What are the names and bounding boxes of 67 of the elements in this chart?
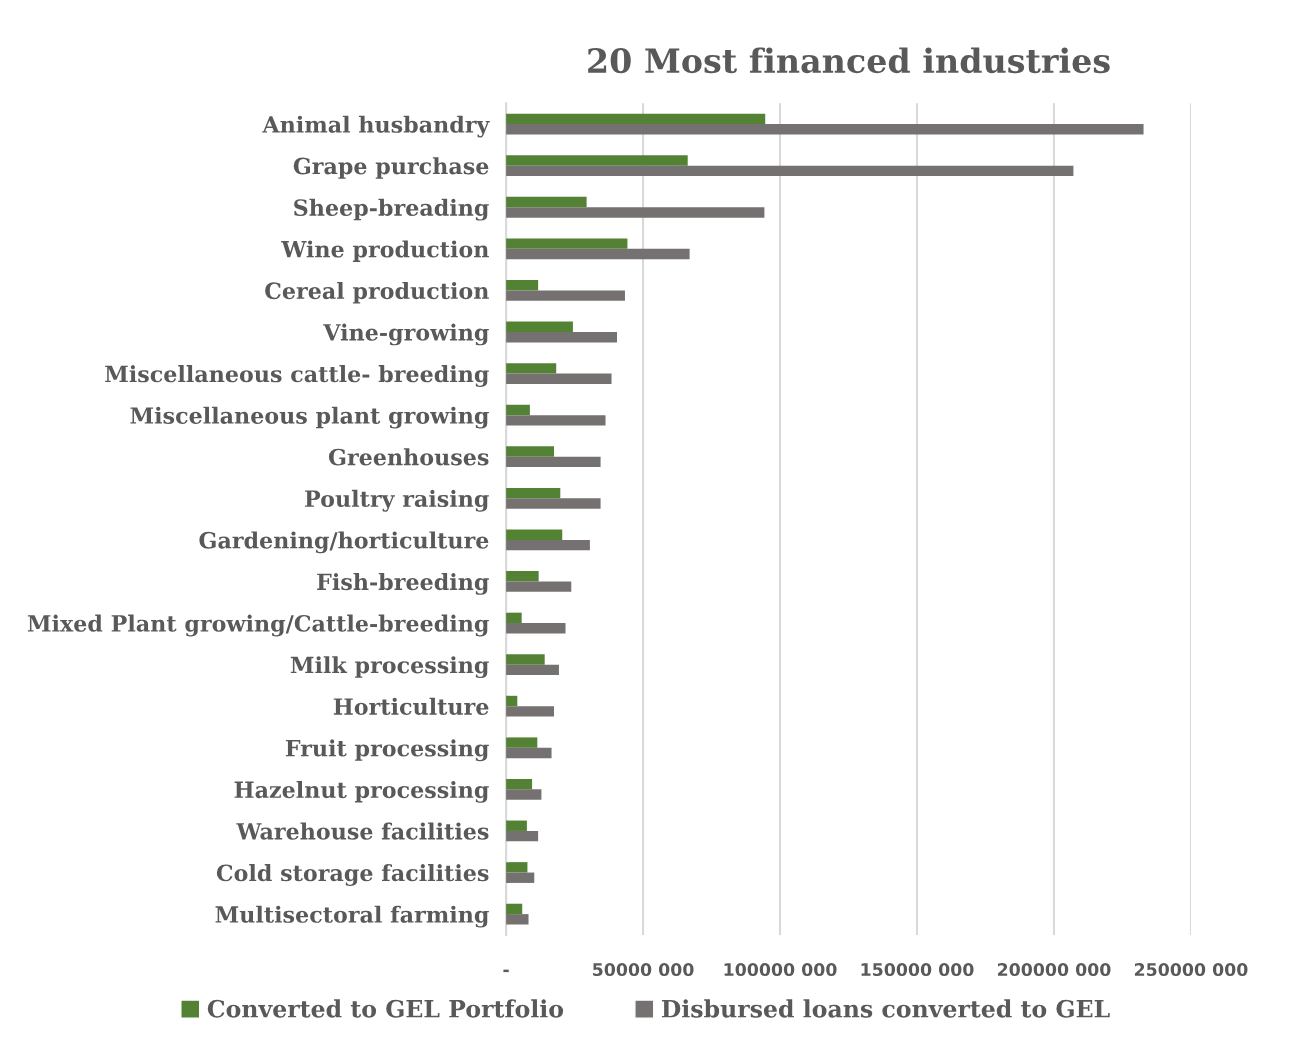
bar [506, 706, 555, 717]
x-tick-label: - [503, 969, 509, 973]
y-tick-label: Wine production [281, 240, 489, 262]
bar [506, 456, 601, 468]
bar [506, 331, 618, 343]
bar [506, 446, 555, 457]
bar [506, 623, 566, 634]
bar [506, 373, 612, 384]
bar [506, 830, 539, 842]
y-tick-label: Animal husbandry [262, 115, 490, 138]
x-tick-label: 250000 000 [1134, 962, 1248, 977]
bar [506, 654, 545, 665]
y-tick-label: Cereal production [265, 281, 489, 304]
bar [506, 487, 561, 499]
bar [506, 238, 628, 249]
bar [506, 280, 539, 291]
bar [506, 737, 538, 748]
y-tick-label: Poultry raising [305, 489, 489, 512]
y-tick-label: Sheep-breading [294, 198, 489, 221]
bar [506, 321, 573, 332]
y-tick-label: Milk processing [290, 656, 489, 679]
bar [506, 155, 688, 166]
y-tick-label: Mixed Plant growing/Cattle-breeding [27, 614, 489, 637]
bar [506, 778, 533, 790]
bar [506, 207, 765, 218]
legend-label: Converted to GEL Portfolio [207, 999, 564, 1018]
y-tick-label: Warehouse facilities [236, 822, 489, 840]
bar [506, 747, 552, 759]
y-tick-label: Greenhouses [328, 448, 489, 466]
y-tick-label: Grape purchase [293, 157, 489, 179]
bar [506, 862, 528, 873]
bar [506, 529, 563, 540]
bar [506, 664, 559, 676]
bar [506, 820, 527, 831]
x-tick-label: 150000 000 [861, 962, 974, 977]
y-tick-label: Miscellaneous plant growing [130, 406, 489, 429]
y-tick-label: Hazelnut processing [234, 780, 489, 803]
chart-title: 20 Most financed industries [588, 47, 1110, 74]
y-tick-label: Cold storage facilities [216, 864, 489, 886]
bar [506, 196, 587, 208]
bar [506, 165, 1074, 177]
bar [506, 415, 606, 426]
y-tick-label: Multisectoral farming [215, 905, 489, 928]
bar [506, 612, 522, 624]
bar [506, 571, 539, 582]
bar [506, 914, 529, 925]
bar [506, 872, 535, 883]
y-tick-label: Fruit processing [285, 739, 489, 762]
bar [506, 498, 601, 509]
bar [506, 113, 766, 125]
y-tick-label: Miscellaneous cattle- breeding [105, 365, 489, 387]
bar [506, 789, 542, 800]
y-tick-label: Fish-breeding [317, 573, 489, 595]
bar [506, 124, 1144, 135]
bar [506, 248, 690, 260]
x-tick-label: 50000 000 [593, 962, 694, 977]
y-tick-label: Vine-growing [323, 323, 489, 346]
bar [506, 290, 625, 301]
x-tick-label: 100000 000 [724, 962, 837, 977]
bar [506, 404, 530, 416]
bar [506, 539, 590, 551]
y-tick-label: Horticulture [333, 697, 489, 715]
bar [506, 363, 557, 374]
legend-label: Disbursed loans converted to GEL [661, 999, 1110, 1018]
x-tick-label: 200000 000 [997, 962, 1111, 977]
y-tick-label: Gardening/horticulture [199, 531, 489, 554]
bar [506, 581, 572, 592]
